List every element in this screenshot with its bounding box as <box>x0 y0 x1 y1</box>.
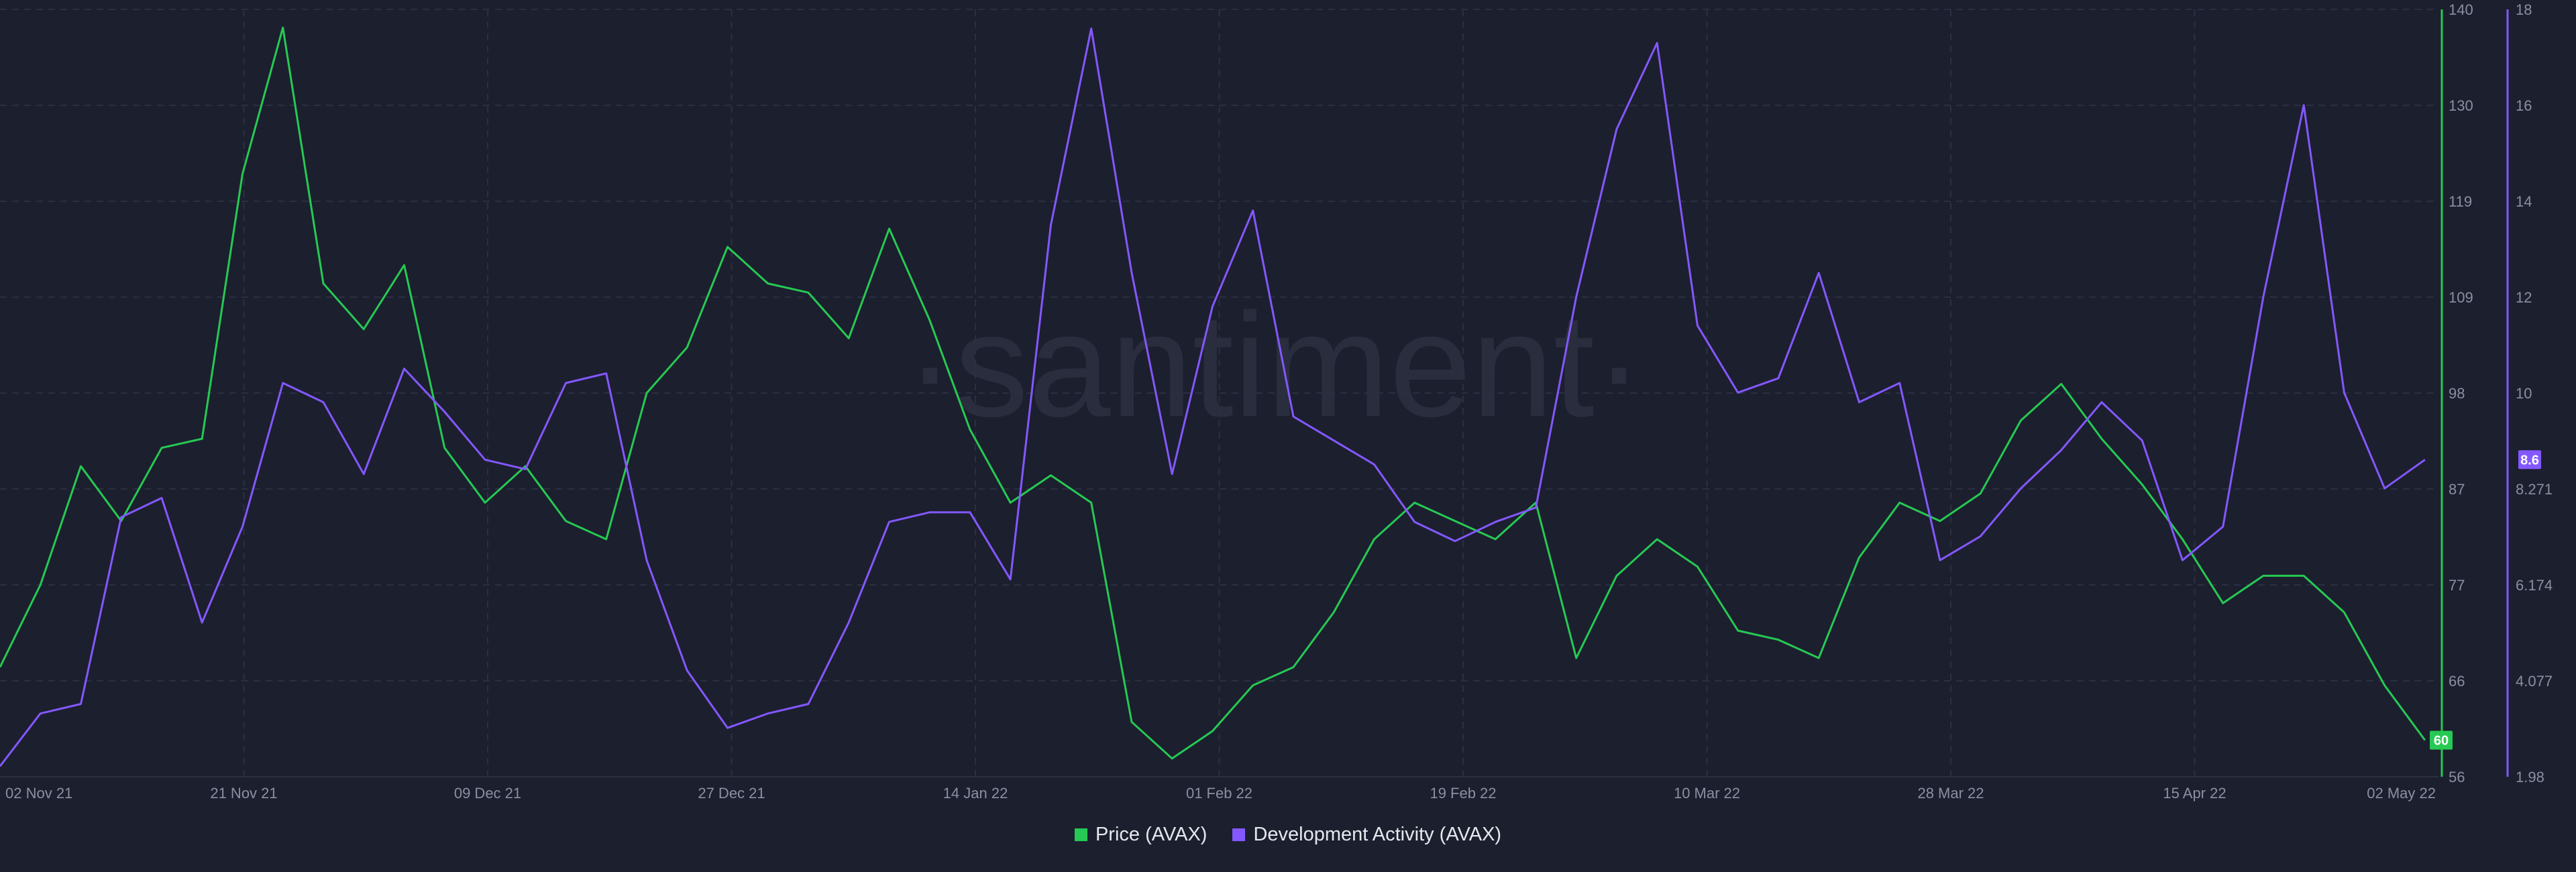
x-tick-label: 15 Apr 22 <box>2163 785 2226 802</box>
x-tick-label: 02 Nov 21 <box>5 785 72 802</box>
series-layer <box>0 26 2426 767</box>
y-right-tick-label: 6.174 <box>2516 577 2553 594</box>
y-left-tick-label: 77 <box>2449 577 2465 594</box>
y-right-tick-label: 4.077 <box>2516 673 2553 690</box>
santiment-watermark: ·santiment· <box>906 282 1644 447</box>
dev-swatch <box>1232 828 1246 841</box>
y-left-tick-label: 87 <box>2449 481 2465 498</box>
y-right-tick-label: 18 <box>2516 1 2532 18</box>
y-right-tick-label: 1.98 <box>2516 769 2544 785</box>
dev-last-value-badge-text: 8.6 <box>2520 453 2539 468</box>
legend-dev-label: Development Activity (AVAX) <box>1253 824 1502 845</box>
grid <box>0 9 2438 777</box>
x-tick-label: 01 Feb 22 <box>1186 785 1252 802</box>
y-right-tick-label: 12 <box>2516 289 2532 306</box>
x-tick-label: 28 Mar 22 <box>1917 785 1984 802</box>
legend-item-dev[interactable]: Development Activity (AVAX) <box>1232 824 1501 846</box>
price-last-value-badge-text: 60 <box>2434 734 2449 749</box>
legend-item-price[interactable]: Price (AVAX) <box>1074 824 1208 846</box>
x-tick-label: 09 Dec 21 <box>454 785 521 802</box>
x-tick-label: 10 Mar 22 <box>1674 785 1740 802</box>
x-tick-label: 21 Nov 21 <box>210 785 277 802</box>
legend-price-label: Price (AVAX) <box>1095 824 1208 845</box>
y-left-tick-label: 56 <box>2449 769 2465 785</box>
price-swatch <box>1074 828 1087 841</box>
axes: 140 130 119 109 98 87 77 66 56 18 16 14 12 10 8.271 6.1… <box>0 1 2553 802</box>
y-left-tick-label: 140 <box>2449 1 2473 18</box>
dev-activity-line <box>0 28 2426 767</box>
y-left-tick-label: 109 <box>2449 289 2473 306</box>
y-left-tick-label: 119 <box>2449 193 2472 210</box>
price-last-value-badge: 60 <box>2430 730 2453 750</box>
dev-last-value-badge: 8.6 <box>2518 450 2541 470</box>
x-tick-label: 14 Jan 22 <box>943 785 1008 802</box>
y-right-tick-label: 14 <box>2516 193 2532 210</box>
labels-layer: 608.6 <box>2430 450 2541 750</box>
price-line <box>0 26 2426 760</box>
x-tick-label: 27 Dec 21 <box>698 785 765 802</box>
y-left-tick-label: 98 <box>2449 385 2465 402</box>
dev-last-value-badge-bg <box>2518 450 2541 470</box>
y-right-tick-label: 10 <box>2516 385 2532 402</box>
y-right-tick-label: 16 <box>2516 97 2532 114</box>
x-tick-label: 02 May 22 <box>2367 785 2436 802</box>
y-left-tick-label: 130 <box>2449 97 2473 114</box>
legend: Price (AVAX) Development Activity (AVAX) <box>0 824 2576 846</box>
x-tick-label: 19 Feb 22 <box>1430 785 1496 802</box>
y-left-tick-label: 66 <box>2449 673 2465 690</box>
price-last-value-badge-bg <box>2430 730 2453 750</box>
y-right-tick-label: 8.271 <box>2516 481 2553 498</box>
